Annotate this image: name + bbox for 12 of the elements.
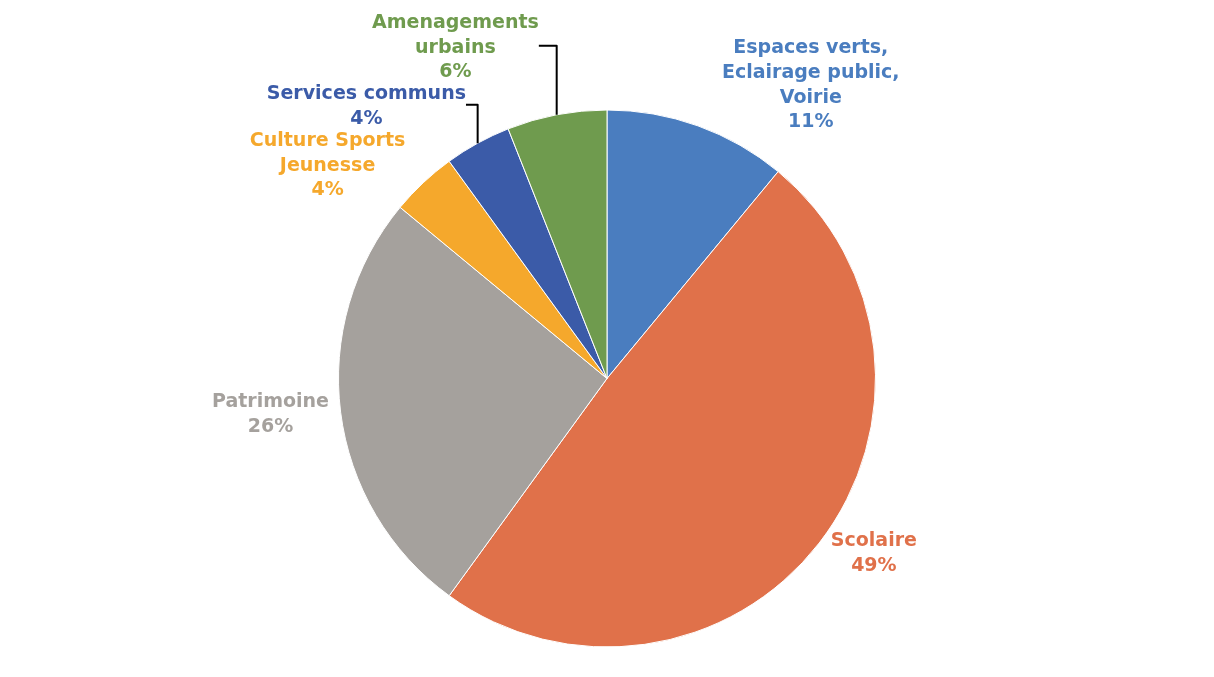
data-label: 4% — [350, 106, 383, 129]
data-label: 11% — [788, 109, 834, 132]
data-label: 4% — [311, 177, 344, 200]
slice-label: Services communs — [266, 81, 466, 104]
slice-label: Scolaire — [830, 528, 917, 551]
data-label: 6% — [439, 59, 472, 82]
slice-label: Amenagements urbains — [372, 10, 539, 57]
data-label: 26% — [247, 413, 294, 436]
slice-label: Culture Sports Jeunesse — [249, 128, 406, 175]
slice-label: Espaces verts, Eclairage public, Voirie — [721, 35, 900, 107]
data-label: 49% — [851, 553, 897, 576]
slice-label: Patrimoine — [211, 389, 329, 412]
